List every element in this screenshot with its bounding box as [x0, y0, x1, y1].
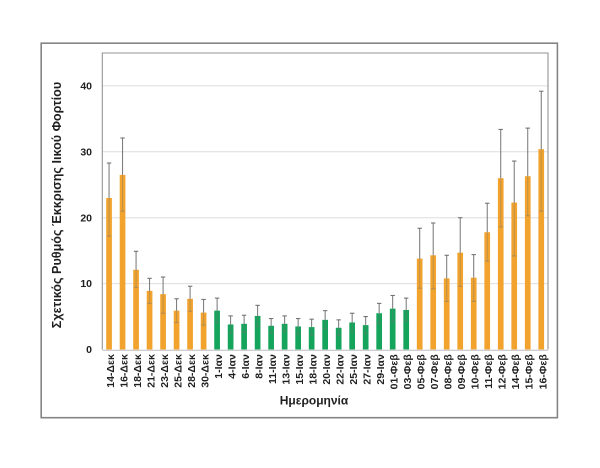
svg-text:29-Ιαν: 29-Ιαν	[375, 354, 387, 385]
svg-text:23-Δεκ: 23-Δεκ	[159, 354, 171, 388]
svg-text:10-Φεβ: 10-Φεβ	[470, 354, 482, 390]
svg-text:14-Δεκ: 14-Δεκ	[105, 354, 117, 388]
svg-text:30: 30	[80, 146, 92, 158]
svg-text:25-Ιαν: 25-Ιαν	[348, 354, 360, 385]
svg-text:15-Φεβ: 15-Φεβ	[524, 354, 536, 390]
svg-text:16-Δεκ: 16-Δεκ	[119, 354, 131, 388]
svg-text:03-Φεβ: 03-Φεβ	[402, 354, 414, 390]
svg-text:20: 20	[80, 212, 92, 224]
svg-text:25-Δεκ: 25-Δεκ	[173, 354, 185, 388]
svg-text:6-Ιαν: 6-Ιαν	[240, 354, 252, 379]
svg-text:14-Φεβ: 14-Φεβ	[510, 354, 522, 390]
svg-text:20-Ιαν: 20-Ιαν	[321, 354, 333, 385]
svg-text:16-Φεβ: 16-Φεβ	[537, 354, 549, 390]
svg-text:09-Φεβ: 09-Φεβ	[456, 354, 468, 390]
svg-text:12-Φεβ: 12-Φεβ	[497, 354, 509, 390]
svg-text:21-Δεκ: 21-Δεκ	[146, 354, 158, 388]
svg-text:07-Φεβ: 07-Φεβ	[429, 354, 441, 390]
svg-text:15-Ιαν: 15-Ιαν	[294, 354, 306, 385]
svg-text:11-Ιαν: 11-Ιαν	[267, 354, 279, 384]
svg-text:18-Ιαν: 18-Ιαν	[308, 354, 320, 385]
svg-text:22-Ιαν: 22-Ιαν	[335, 354, 347, 385]
svg-text:11-Φεβ: 11-Φεβ	[483, 354, 495, 389]
svg-text:Ημερομηνία: Ημερομηνία	[280, 394, 349, 408]
svg-text:13-Ιαν: 13-Ιαν	[281, 354, 293, 385]
svg-text:05-Φεβ: 05-Φεβ	[416, 354, 428, 390]
svg-text:4-Ιαν: 4-Ιαν	[227, 354, 239, 379]
svg-text:18-Δεκ: 18-Δεκ	[132, 354, 144, 388]
svg-text:30-Δεκ: 30-Δεκ	[200, 354, 212, 388]
svg-text:Σχετικός Ρυθμός Έκκρισης Ιικού: Σχετικός Ρυθμός Έκκρισης Ιικού Φορτίου	[50, 82, 64, 328]
svg-text:10: 10	[80, 278, 92, 290]
svg-text:08-Φεβ: 08-Φεβ	[443, 354, 455, 390]
svg-text:28-Δεκ: 28-Δεκ	[186, 354, 198, 388]
svg-text:1-Ιαν: 1-Ιαν	[213, 354, 225, 379]
svg-text:27-Ιαν: 27-Ιαν	[362, 354, 374, 385]
svg-text:0: 0	[86, 344, 92, 356]
svg-text:40: 40	[80, 81, 92, 93]
svg-text:8-Ιαν: 8-Ιαν	[254, 354, 266, 379]
svg-text:01-Φεβ: 01-Φεβ	[389, 354, 401, 390]
